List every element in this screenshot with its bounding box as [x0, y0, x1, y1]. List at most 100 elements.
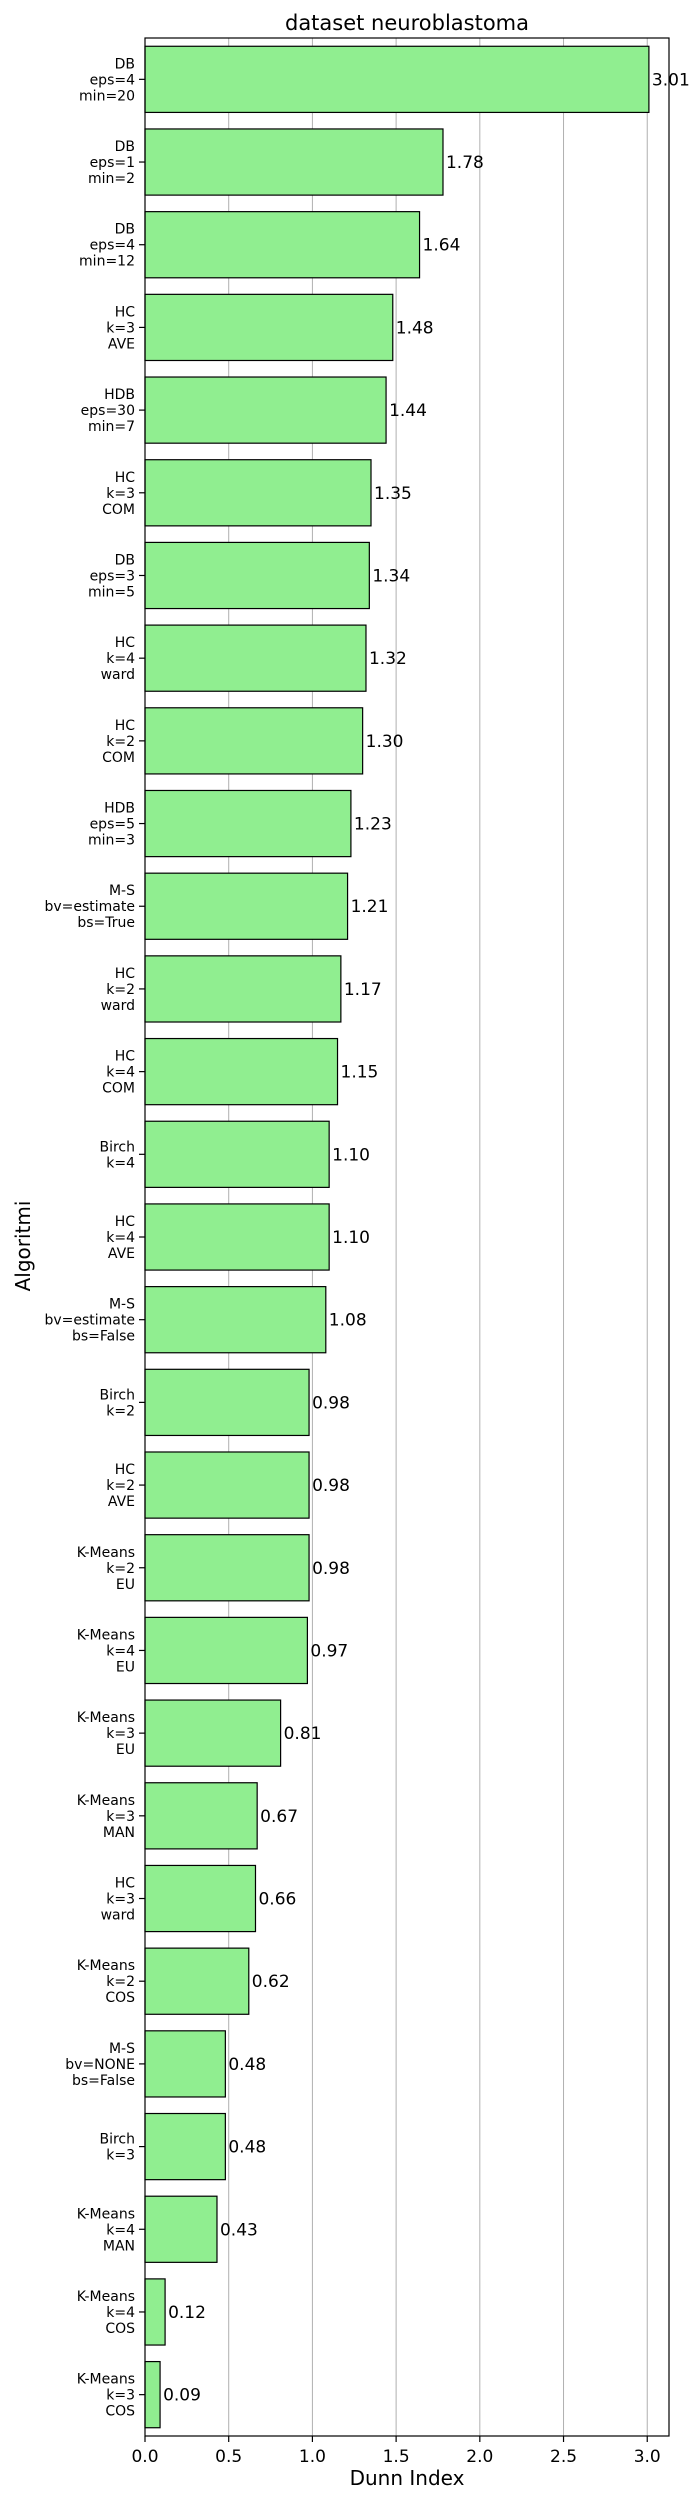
y-tick-label-line: M-S	[109, 1297, 135, 1313]
y-tick-label-line: DB	[115, 139, 135, 155]
value-label: 1.35	[374, 484, 412, 504]
value-label: 0.98	[312, 1559, 350, 1579]
y-tick-label-line: M-S	[109, 2041, 135, 2057]
bar	[144, 2112, 226, 2181]
y-tick-label-line: K-Means	[77, 1958, 135, 1974]
bar	[144, 211, 421, 279]
y-tick-label-line: K-Means	[77, 1545, 135, 1561]
y-tick-label-line: MAN	[103, 1825, 135, 1841]
value-labels: 3.01 1.78 1.64 1.48 1.44 1.35 1.34 1.32 1.30 1.23…	[163, 70, 690, 2405]
y-tick-label-line: k=2	[106, 734, 135, 750]
y-tick-label-line: min=5	[88, 584, 135, 600]
y-tick-label-line: MAN	[103, 2238, 135, 2254]
bar	[144, 2278, 166, 2346]
value-label: 1.17	[344, 980, 382, 1000]
y-tick-label-line: min=20	[79, 88, 135, 104]
y-tick-label-line: K-Means	[77, 2206, 135, 2222]
y-tick-label-line: DB	[115, 552, 135, 568]
bar	[144, 1782, 258, 1850]
y-tick-label-line: M-S	[109, 883, 135, 899]
y-tick-label-line: HC	[115, 304, 136, 320]
y-tick-label-line: k=4	[106, 1155, 135, 1171]
value-label: 1.30	[366, 732, 404, 752]
y-tick-label-line: ward	[101, 998, 135, 1014]
y-tick-label-line: bv=NONE	[65, 2057, 135, 2073]
y-tick-label-line: COS	[105, 1990, 135, 2006]
value-label: 0.97	[310, 1641, 348, 1661]
y-tick-label-line: bv=estimate	[44, 1313, 135, 1329]
y-tick-label-line: COS	[105, 2404, 135, 2420]
y-tick-label-line: bs=False	[72, 1329, 135, 1345]
y-tick-label-line: K-Means	[77, 2289, 135, 2305]
bar	[144, 45, 650, 114]
bar	[144, 1534, 310, 1602]
y-tick-label-line: AVE	[108, 1494, 135, 1510]
value-label: 0.12	[168, 2303, 206, 2323]
bar	[144, 2195, 218, 2263]
y-tick-label-line: ward	[101, 667, 135, 683]
y-tick-label-line: DB	[115, 56, 135, 72]
value-label: 1.10	[332, 1145, 370, 1165]
y-tick-label-line: k=4	[106, 1643, 135, 1659]
value-label: 0.81	[284, 1724, 322, 1744]
y-tick-label-line: k=3	[106, 320, 135, 336]
y-tick-label-line: EU	[116, 1659, 135, 1675]
y-tick-label-line: k=3	[106, 1809, 135, 1825]
x-tick-label: 3.0	[634, 2447, 661, 2467]
bar	[144, 1286, 327, 1354]
x-tick-label: 2.5	[550, 2447, 577, 2467]
y-tick-label-line: min=3	[88, 833, 135, 849]
bar	[144, 707, 364, 775]
y-tick-label-line: k=4	[106, 2305, 135, 2321]
bar	[144, 293, 394, 362]
y-tick-label-line: k=3	[106, 2388, 135, 2404]
y-tick-label-line: Birch	[99, 2132, 135, 2148]
y-tick-label-line: eps=1	[90, 155, 135, 171]
y-tick-label-line: DB	[115, 222, 135, 238]
value-label: 0.43	[220, 2220, 258, 2240]
y-tick-label-line: K-Means	[77, 1710, 135, 1726]
chart-title: dataset neuroblastoma	[285, 11, 529, 35]
y-tick-label-line: k=2	[106, 1403, 135, 1419]
bar	[144, 789, 352, 858]
y-tick-label-line: eps=5	[90, 817, 135, 833]
y-tick-label-line: k=3	[106, 1892, 135, 1908]
value-label: 0.62	[252, 1972, 290, 1992]
y-tick-label-line: HC	[115, 635, 136, 651]
y-tick-label-line: AVE	[108, 1246, 135, 1262]
y-tick-label-line: k=4	[106, 2222, 135, 2238]
y-tick-label-line: k=2	[106, 982, 135, 998]
y-tick-label-line: COM	[102, 750, 135, 766]
y-tick-label-line: COS	[105, 2321, 135, 2337]
y-tick-label-line: min=12	[79, 254, 135, 270]
bars	[144, 45, 650, 2429]
value-label: 0.48	[228, 2138, 266, 2158]
y-tick-label-line: HC	[115, 1876, 136, 1892]
y-tick-label-line: HC	[115, 1049, 136, 1065]
y-tick-label-line: eps=4	[90, 72, 136, 88]
value-label: 0.67	[260, 1807, 298, 1827]
x-tick-label: 1.5	[383, 2447, 410, 2467]
y-tick-label-line: Birch	[99, 1139, 135, 1155]
value-label: 0.48	[228, 2055, 266, 2075]
value-label: 1.08	[329, 1311, 367, 1331]
bar	[144, 2360, 161, 2429]
